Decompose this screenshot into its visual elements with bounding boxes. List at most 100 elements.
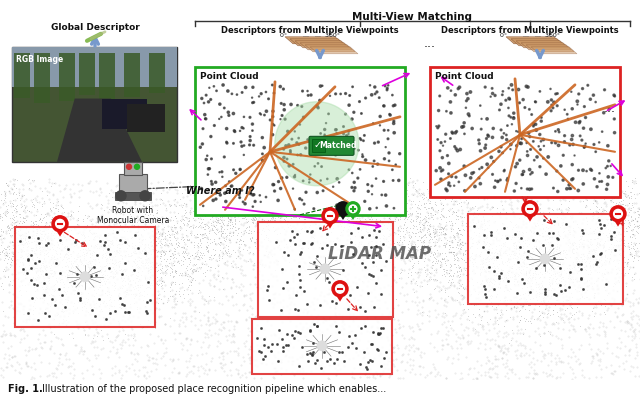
Point [282, 156, 292, 162]
Point [300, 333, 310, 339]
Point [522, 152, 532, 159]
Point [390, 329, 401, 335]
Point [531, 180, 541, 186]
Point [303, 263, 314, 269]
Point [312, 103, 323, 110]
Point [156, 336, 166, 343]
Point [423, 197, 433, 204]
Point [191, 249, 202, 256]
Point [255, 199, 266, 205]
Point [440, 131, 451, 137]
Point [362, 255, 372, 262]
Point [284, 343, 294, 349]
Point [78, 324, 88, 330]
Point [291, 209, 301, 216]
Point [90, 276, 100, 283]
Point [432, 300, 442, 306]
Point [409, 336, 419, 342]
Point [248, 202, 259, 209]
Point [177, 234, 188, 240]
Point [509, 293, 519, 300]
Point [309, 295, 319, 302]
Point [332, 367, 342, 373]
Point [241, 84, 251, 91]
Point [77, 348, 87, 354]
Point [65, 191, 76, 197]
Point [595, 311, 605, 317]
Point [630, 341, 640, 347]
Point [624, 347, 634, 353]
Point [442, 256, 452, 263]
Point [275, 218, 285, 225]
Point [320, 317, 330, 323]
Point [265, 179, 275, 186]
Point [35, 185, 45, 192]
Point [222, 140, 232, 146]
Point [103, 285, 113, 291]
Point [170, 186, 180, 192]
Point [41, 286, 51, 293]
Point [169, 304, 179, 310]
Point [289, 301, 299, 307]
Point [32, 226, 42, 232]
Point [111, 333, 121, 340]
Point [227, 294, 237, 300]
Point [46, 329, 56, 336]
Point [57, 210, 67, 217]
Point [573, 346, 584, 352]
Point [32, 193, 42, 200]
Point [106, 348, 116, 355]
Point [509, 239, 519, 246]
Point [541, 255, 552, 261]
Point [224, 112, 234, 119]
Point [584, 312, 595, 319]
Point [479, 308, 489, 314]
Point [592, 286, 602, 293]
Point [305, 176, 315, 182]
Point [257, 218, 268, 224]
Point [262, 242, 272, 249]
Point [490, 341, 500, 348]
Point [120, 215, 130, 222]
Point [45, 241, 55, 248]
Point [556, 191, 566, 197]
Point [118, 259, 129, 266]
Point [319, 275, 329, 282]
Point [13, 270, 23, 276]
Point [307, 261, 317, 268]
Point [219, 154, 229, 160]
Point [3, 364, 13, 371]
Point [270, 290, 280, 296]
Point [303, 227, 313, 234]
Point [426, 211, 436, 218]
Point [122, 286, 132, 293]
Point [572, 288, 582, 295]
Point [28, 227, 38, 234]
Point [505, 196, 515, 202]
Point [394, 320, 404, 327]
Point [564, 364, 575, 371]
Point [54, 355, 64, 362]
Point [474, 237, 484, 244]
Text: Multi-View Matching: Multi-View Matching [353, 12, 472, 22]
Point [621, 279, 631, 286]
Point [592, 283, 602, 289]
Point [450, 297, 460, 303]
Point [621, 318, 632, 325]
Point [415, 353, 426, 360]
Point [279, 106, 289, 113]
Point [77, 181, 87, 188]
Point [300, 259, 310, 266]
Point [419, 350, 429, 357]
Point [35, 304, 45, 311]
Point [4, 352, 14, 359]
Point [446, 249, 456, 255]
Point [268, 375, 278, 381]
Point [598, 200, 609, 206]
Point [141, 375, 151, 381]
Point [522, 140, 532, 146]
Point [83, 263, 93, 269]
Point [321, 298, 331, 305]
Point [237, 187, 247, 193]
Point [51, 373, 61, 380]
